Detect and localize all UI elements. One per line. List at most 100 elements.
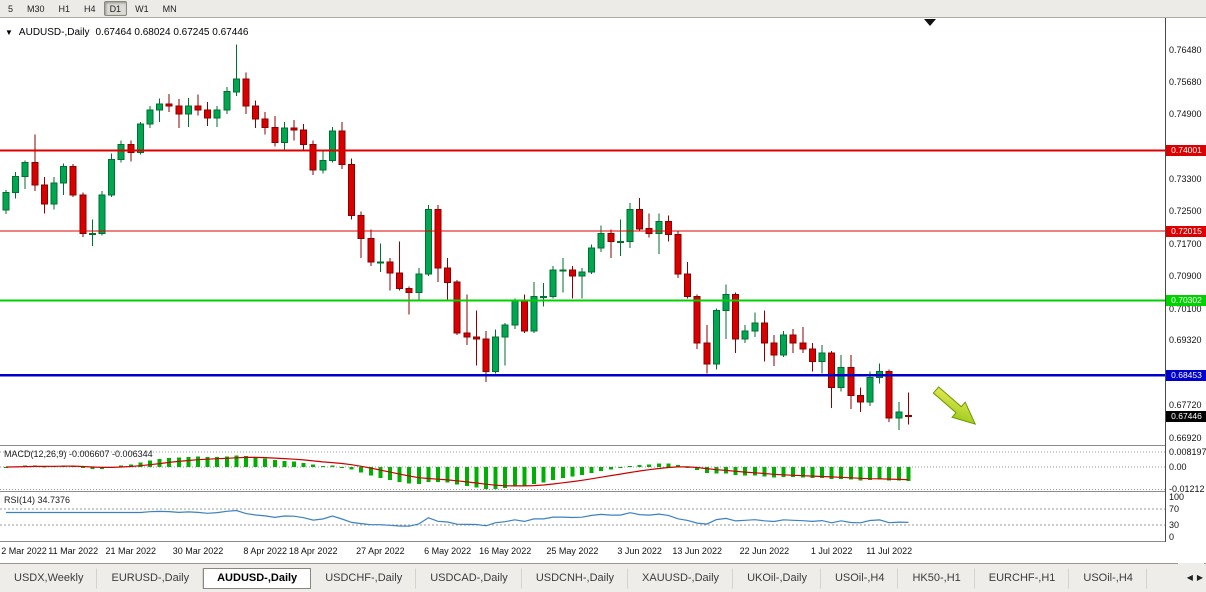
macd-histogram-bar <box>896 467 901 481</box>
macd-histogram-bar <box>589 467 594 473</box>
timeframe-button-d1[interactable]: D1 <box>103 1 128 16</box>
macd-histogram-bar <box>455 467 460 485</box>
tab-eurchf-h1[interactable]: EURCHF-,H1 <box>975 567 1070 589</box>
macd-panel-svg[interactable] <box>0 446 1165 491</box>
tab-xauusd-daily[interactable]: XAUUSD-,Daily <box>628 567 734 589</box>
candle <box>674 233 682 275</box>
candle <box>847 366 855 397</box>
candle <box>597 233 605 249</box>
level-price-tag: 0.68453 <box>1166 369 1206 381</box>
candle <box>760 322 768 344</box>
candle <box>751 322 759 332</box>
tab-usdchf-daily[interactable]: USDCHF-,Daily <box>311 567 417 589</box>
candle <box>232 78 240 93</box>
panel-separator[interactable] <box>0 541 1206 542</box>
price-axis-tick: 0.70900 <box>1169 271 1202 282</box>
macd-histogram-bar <box>340 466 344 468</box>
tab-audusd-daily[interactable]: AUDUSD-,Daily <box>203 567 312 589</box>
macd-histogram-bar <box>272 460 277 467</box>
date-axis-label: 8 Apr 2022 <box>243 546 287 556</box>
chart-symbol-label: AUDUSD-,Daily <box>18 27 90 38</box>
macd-histogram-bar <box>263 458 268 467</box>
macd-histogram-bar <box>704 467 709 474</box>
tab-usoil-h4[interactable]: USOil-,H4 <box>821 567 899 589</box>
timeframe-button-w1[interactable]: W1 <box>135 4 149 14</box>
panel-separator[interactable] <box>0 445 1206 446</box>
macd-histogram-bar <box>570 467 575 477</box>
candle <box>866 377 874 403</box>
main-chart-svg[interactable] <box>0 18 1165 445</box>
panel-separator[interactable] <box>0 491 1206 492</box>
macd-histogram-bar <box>378 467 383 478</box>
macd-histogram-bar <box>292 461 296 467</box>
candle <box>136 123 144 154</box>
candle <box>511 300 519 326</box>
candle <box>396 272 404 289</box>
candle <box>328 130 336 162</box>
candle <box>607 233 615 243</box>
macd-indicator-label: MACD(12,26,9) -0.006607 -0.006344 <box>4 449 153 459</box>
tab-hk50-h1[interactable]: HK50-,H1 <box>898 567 975 589</box>
tab-eurusd-daily[interactable]: EURUSD-,Daily <box>97 567 204 589</box>
candle <box>818 352 826 362</box>
candle <box>559 269 567 272</box>
candle <box>271 126 279 143</box>
timeframe-button-h4[interactable]: H4 <box>84 4 96 14</box>
down-arrow-annotation[interactable] <box>929 382 981 431</box>
date-axis-label: 16 May 2022 <box>479 546 532 556</box>
candle <box>204 109 212 119</box>
macd-histogram-bar <box>436 467 440 483</box>
tab-scroll-right-icon[interactable]: ▶ <box>1196 573 1203 582</box>
tab-scroll-left-icon[interactable]: ◀ <box>1186 573 1193 582</box>
tab-usdcnh-daily[interactable]: USDCNH-,Daily <box>522 567 629 589</box>
chart-title: ▼ AUDUSD-,Daily 0.67464 0.68024 0.67245 … <box>5 27 248 38</box>
candle <box>175 105 183 115</box>
candle <box>895 411 903 419</box>
tab-usdcad-daily[interactable]: USDCAD-,Daily <box>416 567 522 589</box>
timeframe-button-mn[interactable]: MN <box>162 4 177 14</box>
candle <box>434 208 442 269</box>
macd-histogram-bar <box>80 467 85 468</box>
chart-window: ▼ AUDUSD-,Daily 0.67464 0.68024 0.67245 … <box>0 18 1206 563</box>
macd-histogram-bar <box>628 466 632 467</box>
macd-histogram-bar <box>618 467 623 469</box>
date-axis[interactable]: 2 Mar 2022 11 Mar 2022 21 Mar 2022 30 Mar 2… <box>0 542 1165 562</box>
timeframe-button-5[interactable]: 5 <box>8 4 14 14</box>
candle <box>712 310 720 365</box>
tab-ukoil-daily[interactable]: UKOil-,Daily <box>733 567 821 589</box>
candle <box>463 332 471 338</box>
timeframe-button-h1[interactable]: H1 <box>58 4 71 14</box>
rsi-panel-svg[interactable] <box>0 492 1165 541</box>
candle <box>626 208 634 243</box>
candle <box>21 162 29 177</box>
candle <box>808 348 816 362</box>
rsi-line <box>6 509 909 527</box>
tab-usoil-h4-2[interactable]: USOil-,H4 <box>1069 567 1147 589</box>
price-axis-tick: 0.76480 <box>1169 45 1202 55</box>
candle <box>367 238 375 263</box>
price-axis-tick: 0.75680 <box>1169 77 1202 88</box>
candle <box>885 370 893 419</box>
price-axis-tick: 0.67720 <box>1169 400 1202 410</box>
candle <box>2 191 10 211</box>
macd-histogram-layer <box>4 455 911 490</box>
rsi-axis-tick: 100 <box>1169 492 1185 502</box>
macd-histogram-bar <box>148 460 152 467</box>
candle <box>156 103 164 111</box>
candle <box>837 366 845 389</box>
tab-usdx-weekly[interactable]: USDX,Weekly <box>0 567 98 589</box>
date-axis-label: 27 Apr 2022 <box>356 546 405 556</box>
macd-histogram-bar <box>762 467 767 477</box>
price-axis[interactable]: 0.76480 0.75680 0.74900 0.73300 0.72500 0.717… <box>1165 18 1206 542</box>
price-axis-tick: 0.74900 <box>1169 109 1202 119</box>
macd-histogram-bar <box>666 463 671 467</box>
candle <box>357 214 365 239</box>
candle <box>540 295 548 298</box>
date-axis-label: 30 Mar 2022 <box>172 546 224 556</box>
candle <box>492 336 500 372</box>
macd-histogram-bar <box>503 467 508 489</box>
candle <box>348 164 356 216</box>
timeframe-button-m30[interactable]: M30 <box>27 4 45 14</box>
macd-histogram-bar <box>119 465 124 467</box>
